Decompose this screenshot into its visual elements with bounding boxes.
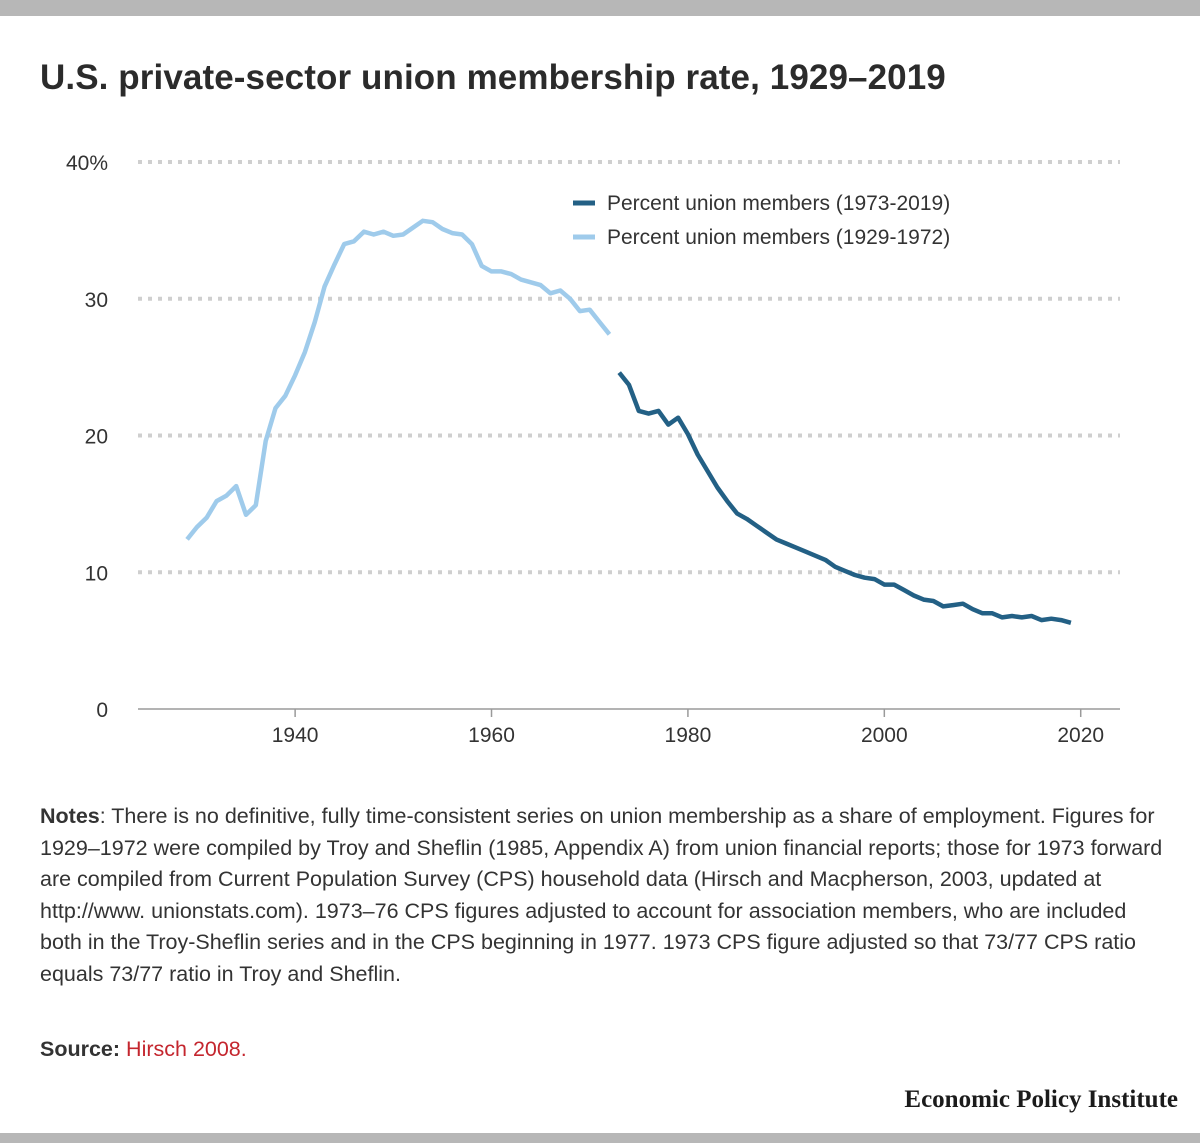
- top-border: [0, 0, 1200, 16]
- bottom-border: [0, 1133, 1200, 1143]
- legend-label: Percent union members (1973-2019): [607, 192, 950, 215]
- series-line-2: [185, 218, 612, 541]
- y-tick-label: 10: [85, 562, 108, 585]
- y-tick-label: 30: [85, 289, 108, 312]
- y-tick-label: 20: [85, 426, 108, 449]
- source-label: Source:: [40, 1037, 121, 1061]
- x-axis-ticks: 1940 1960 1980 2000 2020: [272, 709, 1104, 747]
- x-tick-label: 1980: [665, 724, 712, 747]
- series-line-1: [617, 371, 1072, 625]
- x-tick-label: 1940: [272, 724, 319, 747]
- y-axis-ticks: 0 10 20 30 40%: [66, 152, 108, 722]
- notes: Notes: There is no definitive, fully tim…: [40, 801, 1165, 990]
- x-tick-label: 2000: [861, 724, 908, 747]
- y-tick-label: 0: [96, 699, 108, 722]
- source-link[interactable]: Hirsch 2008.: [126, 1037, 247, 1061]
- legend: Percent union members (1973-2019) Percent…: [573, 192, 950, 249]
- notes-label: Notes: [40, 804, 100, 828]
- line-chart: 0 10 20 30 40% 1940 1960 1980 2000 2020 Percent …: [66, 152, 1120, 747]
- notes-text: : There is no definitive, fully time-con…: [40, 804, 1163, 986]
- gridlines: [138, 160, 1120, 710]
- chart-title: U.S. private-sector union membership rat…: [40, 58, 946, 97]
- x-tick-label: 2020: [1057, 724, 1104, 747]
- brand-logo-text: Economic Policy Institute: [904, 1086, 1178, 1113]
- y-tick-label: 40%: [66, 152, 108, 175]
- source: Source: Hirsch 2008.: [40, 1037, 247, 1062]
- legend-label: Percent union members (1929-1972): [607, 226, 950, 249]
- series-lines: [185, 218, 1072, 625]
- x-tick-label: 1960: [468, 724, 515, 747]
